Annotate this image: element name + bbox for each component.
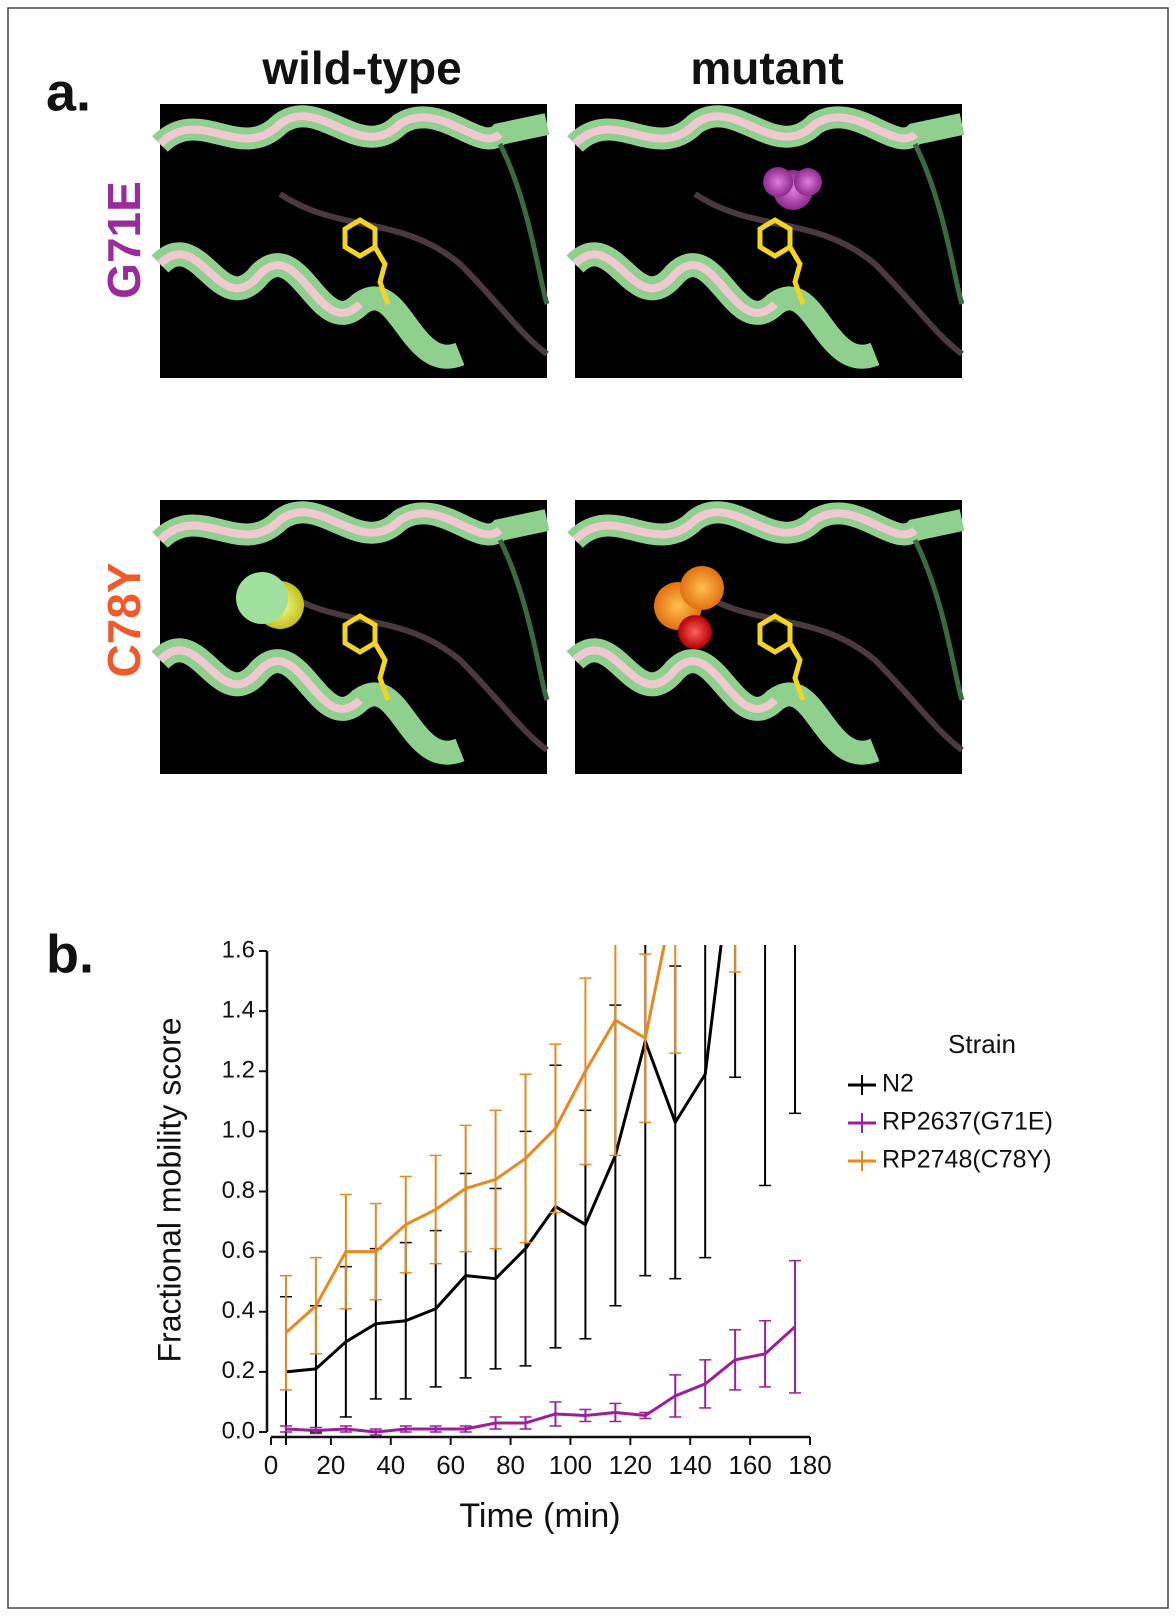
error-bar <box>729 945 742 973</box>
row-header: G71E <box>98 181 150 299</box>
error-bar <box>729 945 742 1079</box>
y-tick-label: 1.0 <box>222 1117 255 1144</box>
x-tick-label: 140 <box>669 1450 712 1480</box>
y-axis-title: Fractional mobility score <box>151 1018 187 1363</box>
x-tick-label: 100 <box>549 1450 592 1480</box>
panel-label: a. <box>46 62 91 122</box>
x-tick-label: 60 <box>436 1450 465 1480</box>
y-tick-label: 0.6 <box>222 1237 255 1264</box>
structure-image <box>160 104 547 378</box>
plot-area <box>279 786 802 1445</box>
x-tick-label: 120 <box>609 1450 652 1480</box>
panel-label: b. <box>46 924 94 984</box>
y-tick-label: 0.4 <box>222 1297 255 1324</box>
error-bar <box>789 945 802 1115</box>
frame <box>7 7 1169 1609</box>
x-tick-label: 0 <box>264 1450 278 1480</box>
structure-image <box>575 104 962 378</box>
x-tick-label: 20 <box>316 1450 345 1480</box>
structure-image <box>160 500 547 774</box>
y-tick-label: 0.8 <box>222 1177 255 1204</box>
x-tick-label: 180 <box>788 1450 831 1480</box>
x-tick-label: 160 <box>728 1450 771 1480</box>
column-header: wild-type <box>261 42 461 94</box>
y-tick-label: 0.2 <box>222 1357 255 1384</box>
column-header: mutant <box>690 42 843 94</box>
structure-image <box>575 500 962 774</box>
error-bar <box>669 945 682 1054</box>
y-tick-label: 0.0 <box>222 1417 255 1444</box>
x-tick-label: 80 <box>496 1450 525 1480</box>
series-line <box>284 945 666 1334</box>
series-line <box>285 1325 797 1434</box>
legend-title: Strain <box>948 1029 1016 1059</box>
legend-label: RP2748(C78Y) <box>882 1146 1052 1174</box>
error-bar <box>699 786 711 936</box>
row-header: C78Y <box>98 562 150 677</box>
legend-label: RP2637(G71E) <box>882 1108 1053 1136</box>
series-line <box>285 945 723 1374</box>
error-bar <box>759 945 772 1187</box>
legend-label: N2 <box>882 1070 914 1098</box>
x-tick-label: 40 <box>376 1450 405 1480</box>
x-axis-title: Time (min) <box>459 1497 620 1535</box>
y-tick-label: 1.2 <box>222 1057 255 1084</box>
y-tick-label: 1.6 <box>222 936 255 963</box>
y-tick-label: 1.4 <box>222 996 255 1023</box>
